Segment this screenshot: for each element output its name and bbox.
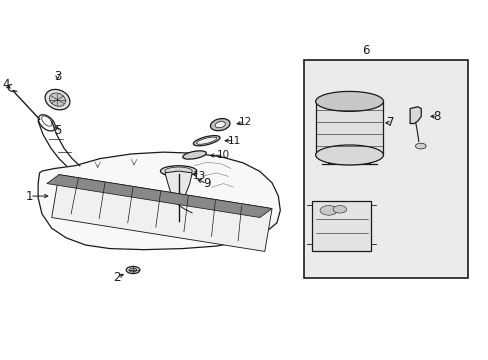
Ellipse shape [415,143,425,149]
Text: 4: 4 [2,78,9,91]
Ellipse shape [210,118,229,131]
Ellipse shape [45,89,70,110]
Ellipse shape [49,93,65,106]
Ellipse shape [160,166,196,176]
Polygon shape [38,152,280,249]
Ellipse shape [315,145,383,165]
Text: 13: 13 [192,171,205,181]
Text: 12: 12 [238,117,251,127]
Text: 11: 11 [228,136,241,146]
Ellipse shape [183,151,206,159]
Ellipse shape [193,136,220,146]
Polygon shape [409,107,420,123]
Polygon shape [47,175,271,217]
Text: 7: 7 [386,116,394,129]
Polygon shape [312,202,370,251]
Ellipse shape [191,211,198,216]
Text: 2: 2 [113,271,121,284]
Text: 10: 10 [217,150,230,160]
Text: 9: 9 [203,177,210,190]
Ellipse shape [129,268,137,272]
Text: 3: 3 [54,70,61,83]
Ellipse shape [196,137,216,144]
Text: 6: 6 [361,44,368,57]
Polygon shape [164,171,192,219]
Ellipse shape [332,206,346,213]
Ellipse shape [126,266,140,274]
Ellipse shape [315,91,383,111]
Bar [303,60,468,278]
Ellipse shape [319,206,337,215]
Text: 8: 8 [432,110,440,123]
Text: 1: 1 [26,190,34,203]
Text: 5: 5 [54,124,61,137]
Ellipse shape [215,122,225,128]
Bar [315,102,383,155]
Polygon shape [52,175,271,251]
